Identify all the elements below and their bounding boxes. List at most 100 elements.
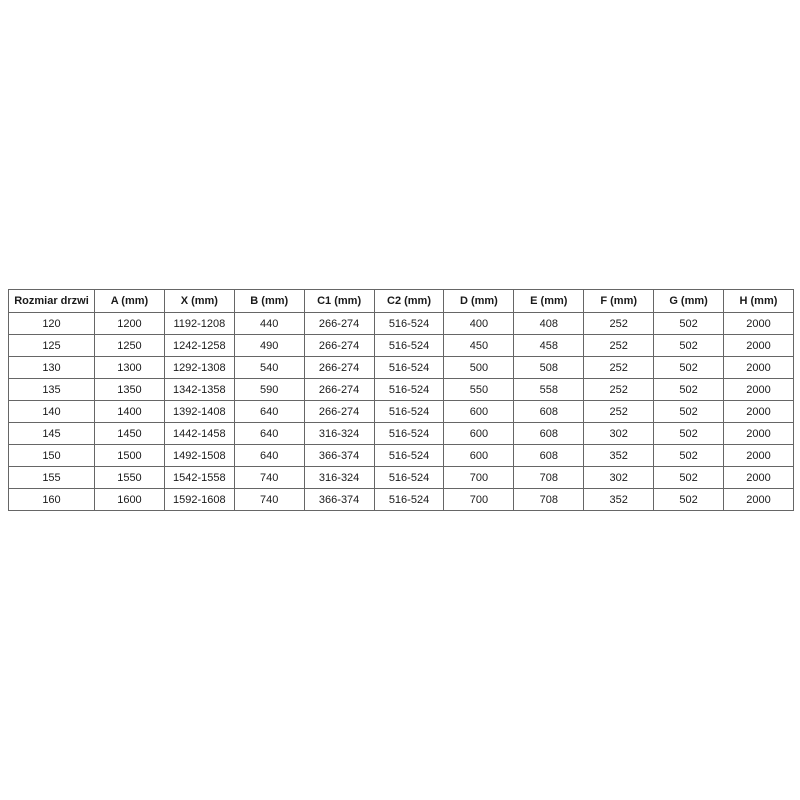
table-cell: 266-274	[303, 400, 375, 423]
table-row: 130 1300 1292-1308 540 266-274 516-524 500 508 2…	[8, 356, 794, 379]
table-cell: 502	[653, 356, 725, 379]
table-cell: 1242-1258	[163, 334, 235, 357]
column-header: C1 (mm)	[303, 289, 375, 313]
table-cell: 2000	[723, 422, 794, 445]
table-cell: 266-274	[303, 312, 375, 335]
table-cell: 252	[583, 378, 655, 401]
table-cell: 135	[8, 378, 95, 401]
table-cell: 1400	[94, 400, 165, 423]
table-cell: 540	[233, 356, 305, 379]
table-cell: 352	[583, 444, 655, 467]
table-cell: 160	[8, 488, 95, 511]
table-cell: 500	[443, 356, 515, 379]
table-body: 120 1200 1192-1208 440 266-274 516-524 400 408 2…	[8, 312, 794, 511]
table-cell: 740	[233, 488, 305, 511]
column-header: G (mm)	[653, 289, 725, 313]
table-cell: 516-524	[373, 422, 445, 445]
table-row: 160 1600 1592-1608 740 366-374 516-524 700 708 3…	[8, 488, 794, 511]
table-cell: 366-374	[303, 488, 375, 511]
table-cell: 440	[233, 312, 305, 335]
table-cell: 502	[653, 422, 725, 445]
table-cell: 1392-1408	[163, 400, 235, 423]
table-row: 140 1400 1392-1408 640 266-274 516-524 600 608 2…	[8, 400, 794, 423]
table-cell: 490	[233, 334, 305, 357]
column-header: D (mm)	[443, 289, 515, 313]
table-cell: 600	[443, 422, 515, 445]
column-header: E (mm)	[513, 289, 585, 313]
table-cell: 640	[233, 444, 305, 467]
table-cell: 740	[233, 466, 305, 489]
table-cell: 502	[653, 334, 725, 357]
table-cell: 366-374	[303, 444, 375, 467]
table-cell: 1200	[94, 312, 165, 335]
table-cell: 120	[8, 312, 95, 335]
table-cell: 1500	[94, 444, 165, 467]
column-header: B (mm)	[233, 289, 305, 313]
table-header-row: Rozmiar drzwi A (mm) X (mm) B (mm) C1 (mm) C2…	[8, 289, 794, 313]
table-cell: 316-324	[303, 422, 375, 445]
table-cell: 516-524	[373, 312, 445, 335]
table-cell: 600	[443, 444, 515, 467]
table-cell: 700	[443, 466, 515, 489]
table-cell: 502	[653, 312, 725, 335]
table-cell: 125	[8, 334, 95, 357]
table-cell: 2000	[723, 356, 794, 379]
table-row: 125 1250 1242-1258 490 266-274 516-524 450 458 2…	[8, 334, 794, 357]
table-cell: 1342-1358	[163, 378, 235, 401]
table-cell: 1492-1508	[163, 444, 235, 467]
table-cell: 1300	[94, 356, 165, 379]
table-cell: 2000	[723, 400, 794, 423]
table-cell: 2000	[723, 334, 794, 357]
table-cell: 700	[443, 488, 515, 511]
table-cell: 352	[583, 488, 655, 511]
table-cell: 502	[653, 466, 725, 489]
table-cell: 1450	[94, 422, 165, 445]
column-header: H (mm)	[723, 289, 794, 313]
table-cell: 2000	[723, 378, 794, 401]
table-cell: 2000	[723, 444, 794, 467]
table-cell: 302	[583, 466, 655, 489]
table-row: 120 1200 1192-1208 440 266-274 516-524 400 408 2…	[8, 312, 794, 335]
table-cell: 516-524	[373, 378, 445, 401]
table-cell: 550	[443, 378, 515, 401]
table-cell: 1192-1208	[163, 312, 235, 335]
table-cell: 302	[583, 422, 655, 445]
table-cell: 252	[583, 312, 655, 335]
table-cell: 145	[8, 422, 95, 445]
table-cell: 252	[583, 356, 655, 379]
table-cell: 1550	[94, 466, 165, 489]
table-cell: 1292-1308	[163, 356, 235, 379]
table-row: 145 1450 1442-1458 640 316-324 516-524 600 608 3…	[8, 422, 794, 445]
table-cell: 608	[513, 444, 585, 467]
table-cell: 400	[443, 312, 515, 335]
table-cell: 130	[8, 356, 95, 379]
table-cell: 252	[583, 400, 655, 423]
table-cell: 316-324	[303, 466, 375, 489]
table-cell: 1542-1558	[163, 466, 235, 489]
table-cell: 608	[513, 422, 585, 445]
table-cell: 1442-1458	[163, 422, 235, 445]
table-cell: 640	[233, 422, 305, 445]
table-cell: 1350	[94, 378, 165, 401]
table-header: Rozmiar drzwi A (mm) X (mm) B (mm) C1 (mm) C2…	[8, 289, 794, 313]
table-cell: 516-524	[373, 356, 445, 379]
table-cell: 516-524	[373, 488, 445, 511]
table-cell: 1600	[94, 488, 165, 511]
column-header: Rozmiar drzwi	[8, 289, 95, 313]
table-cell: 155	[8, 466, 95, 489]
table-cell: 502	[653, 488, 725, 511]
column-header: A (mm)	[94, 289, 165, 313]
column-header: C2 (mm)	[373, 289, 445, 313]
table-row: 155 1550 1542-1558 740 316-324 516-524 700 708 3…	[8, 466, 794, 489]
table-cell: 266-274	[303, 334, 375, 357]
table-cell: 150	[8, 444, 95, 467]
table-cell: 450	[443, 334, 515, 357]
table-cell: 516-524	[373, 466, 445, 489]
table-cell: 600	[443, 400, 515, 423]
table-cell: 708	[513, 488, 585, 511]
table-cell: 266-274	[303, 378, 375, 401]
table-cell: 2000	[723, 312, 794, 335]
table-cell: 2000	[723, 466, 794, 489]
table-cell: 1592-1608	[163, 488, 235, 511]
